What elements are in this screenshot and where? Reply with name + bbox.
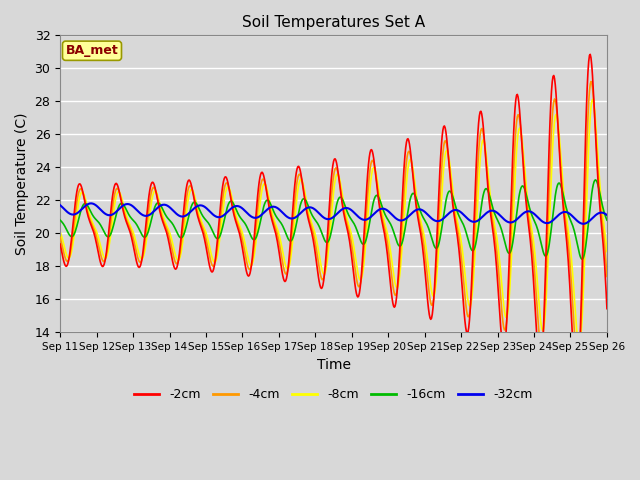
-32cm (326, 216, 333, 222)
-8cm (378, 209, 386, 215)
-4cm (325, 225, 333, 230)
-32cm (580, 221, 588, 227)
-8cm (56, 229, 64, 235)
-16cm (56, 217, 64, 223)
Text: BA_met: BA_met (66, 44, 118, 57)
-32cm (56, 202, 64, 208)
-8cm (325, 241, 333, 247)
Line: -4cm: -4cm (60, 82, 607, 361)
-4cm (587, 79, 595, 84)
-2cm (378, 219, 386, 225)
-8cm (603, 249, 611, 254)
-4cm (432, 268, 440, 274)
-2cm (325, 208, 333, 214)
-4cm (553, 108, 561, 114)
Line: -8cm: -8cm (60, 99, 607, 345)
X-axis label: Time: Time (317, 358, 351, 372)
-2cm (176, 244, 184, 250)
-2cm (200, 233, 207, 239)
-32cm (603, 212, 611, 218)
-2cm (603, 306, 611, 312)
-8cm (200, 224, 207, 229)
-32cm (379, 206, 387, 212)
-16cm (603, 217, 611, 223)
-8cm (176, 254, 184, 260)
-2cm (432, 253, 440, 259)
-32cm (433, 218, 441, 224)
-32cm (177, 214, 185, 219)
-4cm (200, 228, 207, 233)
-4cm (574, 359, 582, 364)
-4cm (56, 235, 64, 240)
Line: -16cm: -16cm (60, 180, 607, 259)
-16cm (432, 245, 440, 251)
-8cm (553, 113, 561, 119)
-4cm (603, 274, 611, 279)
-32cm (200, 204, 208, 210)
-2cm (553, 103, 561, 108)
-16cm (553, 184, 561, 190)
-8cm (432, 280, 440, 286)
Y-axis label: Soil Temperature (C): Soil Temperature (C) (15, 113, 29, 255)
-2cm (586, 51, 594, 57)
-2cm (56, 241, 64, 247)
-2cm (573, 385, 580, 391)
-16cm (200, 215, 207, 220)
-4cm (378, 215, 386, 221)
-16cm (578, 256, 586, 262)
-8cm (589, 96, 596, 102)
-4cm (176, 250, 184, 255)
Title: Soil Temperatures Set A: Soil Temperatures Set A (242, 15, 425, 30)
-32cm (88, 201, 95, 206)
-32cm (554, 213, 561, 219)
-16cm (325, 237, 333, 243)
-8cm (575, 342, 582, 348)
Legend: -2cm, -4cm, -8cm, -16cm, -32cm: -2cm, -4cm, -8cm, -16cm, -32cm (129, 383, 538, 406)
-16cm (378, 204, 386, 210)
Line: -2cm: -2cm (60, 54, 607, 388)
Line: -32cm: -32cm (60, 204, 607, 224)
-16cm (176, 235, 184, 240)
-16cm (592, 177, 600, 183)
